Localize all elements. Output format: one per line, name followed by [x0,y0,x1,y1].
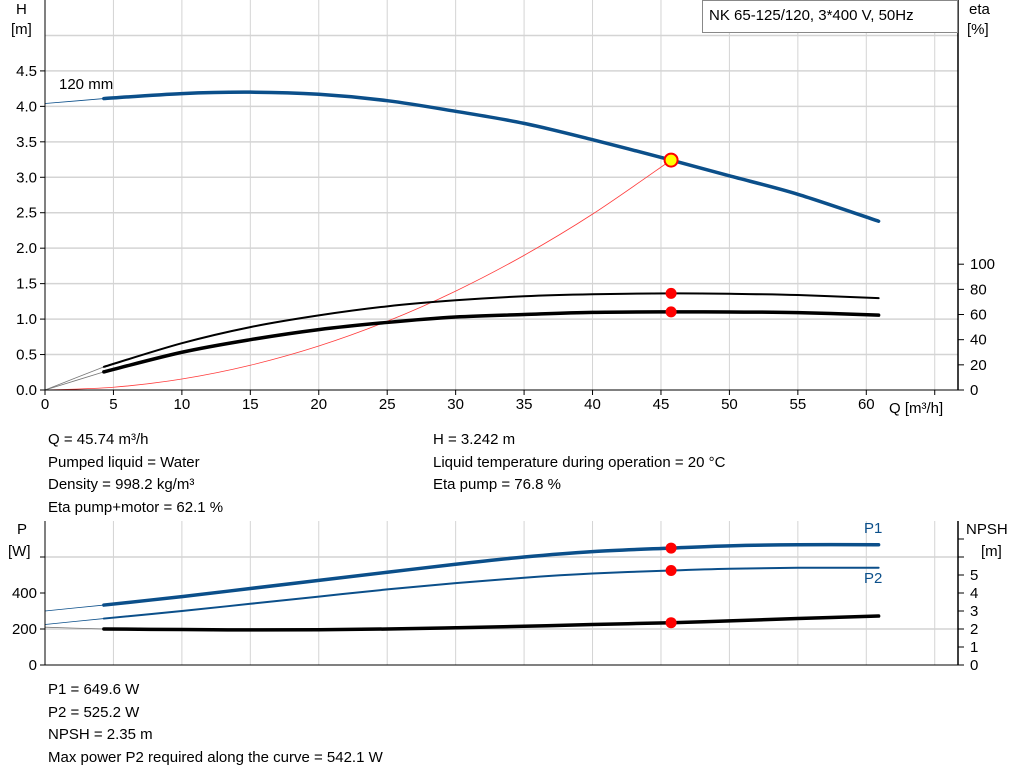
npsh-curve [102,614,881,632]
x-tick-label: 15 [242,396,259,413]
x-tick-label: 35 [516,396,533,413]
h-tick-label: 2.5 [16,205,37,222]
labels: H [m] eta [%] Q [m³/h] 120 mm P [W] NPSH… [8,1,1008,587]
npsh-tick-label: 0 [970,657,978,674]
x-tick-label: 30 [447,396,464,413]
info-max-p2: Max power P2 required along the curve = … [48,748,383,766]
p1-curve [102,542,881,607]
h-tick-label: 1.0 [16,311,37,328]
duty-point-eta [665,287,677,299]
axes: 0 5 10 15 20 25 30 35 40 45 50 55 600.00.51.01.52.02… [12,0,995,674]
duty-point-npsh [665,617,677,629]
operating-point-info-right: H = 3.242 m Liquid temperature during op… [433,429,725,497]
x-tick-label: 60 [858,396,875,413]
x-tick-label: 10 [174,396,191,413]
eta-axis-label: eta [969,1,991,18]
eta-tick-label: 40 [970,332,987,349]
h-tick-label: 0.5 [16,347,37,364]
p-axis-label: P [17,521,27,538]
eta-tick-label: 80 [970,281,987,298]
p1-series-label: P1 [864,520,882,537]
x-tick-label: 50 [721,396,738,413]
eta-pump-motor-curve [102,310,881,374]
q-axis-label: Q [m³/h] [889,400,943,417]
npsh-tick-label: 4 [970,585,978,602]
curves [44,90,881,632]
x-tick-label: 40 [584,396,601,413]
npsh-curve-extension [44,626,104,630]
operating-point-info-left: Q = 45.74 m³/h Pumped liquid = Water Den… [48,429,223,519]
h-tick-label: 1.5 [16,276,37,293]
info-liquid-temperature: Liquid temperature during operation = 20… [433,453,726,471]
eta-pump-motor-curve-extension [44,371,104,391]
duty-point-p [665,564,677,576]
duty-point-eta [665,306,677,318]
eta-pump-curve-extension [44,366,105,391]
p1-curve-extension [44,604,104,612]
x-tick-label: 5 [109,396,117,413]
head-curve-120mm [102,90,881,223]
info-eta-pump-motor: Eta pump+motor = 62.1 % [48,498,224,516]
npsh-tick-label: 5 [970,567,978,584]
npsh-axis-label: NPSH [966,521,1008,538]
p-tick-label: 0 [29,657,37,674]
h-tick-label: 0.0 [16,382,37,399]
h-tick-label: 3.0 [16,169,37,186]
bottom-grid [45,521,958,665]
eta-tick-label: 60 [970,307,987,324]
info-p1: P1 = 649.6 W [48,681,140,698]
info-density: Density = 998.2 kg/m³ [48,476,195,493]
p-axis-unit: [W] [8,543,31,560]
p-tick-label: 400 [12,585,37,602]
duty-point-p [665,542,677,554]
info-head: H = 3.242 m [433,431,516,448]
info-eta-pump: Eta pump = 76.8 % [433,476,561,493]
h-axis-label: H [16,1,27,18]
eta-pump-curve [102,292,880,368]
h-axis-unit: [m] [11,21,32,38]
info-pumped-liquid: Pumped liquid = Water [48,453,200,471]
x-tick-label: 25 [379,396,396,413]
h-tick-label: 2.0 [16,240,37,257]
eta-tick-label: 0 [970,382,978,399]
p2-curve [102,566,880,620]
eta-tick-label: 20 [970,357,987,374]
curve-label-120mm: 120 mm [59,76,113,93]
x-tick-label: 45 [653,396,670,413]
x-tick-label: 20 [310,396,327,413]
p2-series-label: P2 [864,570,882,587]
npsh-tick-label: 2 [970,621,978,638]
duty-point-head [663,152,679,168]
h-tick-label: 3.5 [16,134,37,151]
npsh-tick-label: 3 [970,603,978,620]
chart-title: NK 65-125/120, 3*400 V, 50Hz [709,7,914,24]
top-grid [45,0,958,390]
power-info: P1 = 649.6 W P2 = 525.2 W NPSH = 2.35 m … [48,679,383,769]
x-tick-label: 0 [41,396,49,413]
p2-curve-extension [44,618,104,625]
info-npsh: NPSH = 2.35 m [48,726,153,743]
h-tick-label: 4.5 [16,63,37,80]
info-p2: P2 = 525.2 W [48,703,140,721]
x-tick-label: 55 [790,396,807,413]
npsh-tick-label: 1 [970,639,978,656]
h-tick-label: 4.0 [16,98,37,115]
system-curve [44,159,672,391]
npsh-axis-unit: [m] [981,543,1002,560]
p-tick-label: 200 [12,621,37,638]
title-box: NK 65-125/120, 3*400 V, 50Hz [702,0,958,33]
eta-tick-label: 100 [970,256,995,273]
head-curve-120mm-extension [44,98,104,104]
info-flow: Q = 45.74 m³/h [48,431,149,448]
eta-axis-unit: [%] [967,21,989,38]
